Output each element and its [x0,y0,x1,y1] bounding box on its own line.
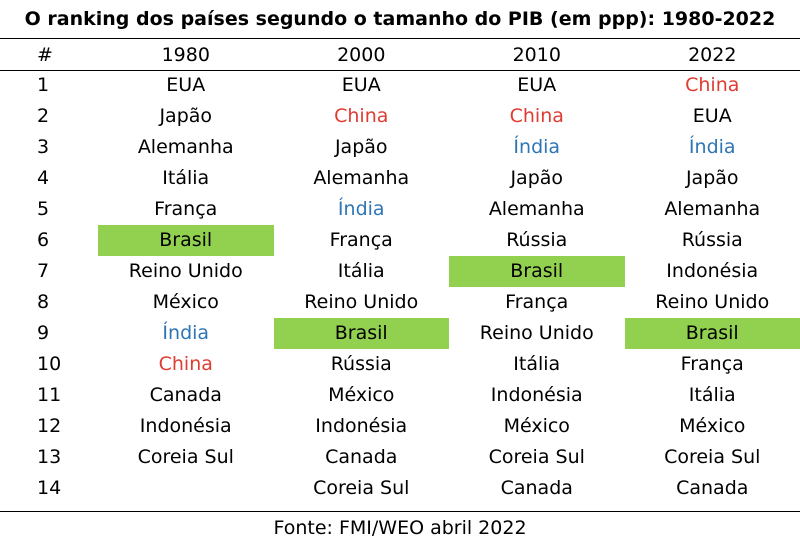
header-row: # 1980 2000 2010 2022 [0,41,800,70]
rank-cell: 10 [37,353,62,375]
country-cell: Coreia Sul [664,446,761,468]
country-cell: México [503,415,570,437]
header-rule [0,70,800,71]
rank-cell: 12 [37,415,62,437]
header-year: 2022 [688,44,737,66]
country-cell: Rússia [506,229,568,251]
rank-cell: 8 [37,291,50,313]
country-cell: Canada [325,446,398,468]
bottom-rule [0,511,800,512]
country-cell: Índia [513,136,561,158]
country-cell: Indonésia [490,384,583,406]
table-body: 1 EUA EUA EUA China 2 Japão China China EUA 3 Alema… [0,70,800,504]
country-cell: Índia [337,198,385,220]
table-row: 5 França Índia Alemanha Alemanha [0,194,800,225]
rank-cell: 2 [37,105,50,127]
country-cell: França [154,198,218,220]
country-cell: França [680,353,744,375]
country-cell: Brasil [624,318,800,349]
top-rule [0,38,800,39]
table-row: 12 Indonésia Indonésia México México [0,411,800,442]
country-cell: Japão [159,105,213,127]
country-cell: Rússia [330,353,392,375]
table-row: 10 China Rússia Itália França [0,349,800,380]
country-cell: Reino Unido [479,322,594,344]
rank-cell: 14 [37,477,62,499]
country-cell: Brasil [98,225,274,256]
table-row: 3 Alemanha Japão Índia Índia [0,132,800,163]
rank-cell: 6 [37,229,50,251]
country-cell: Itália [162,167,210,189]
rank-cell: 9 [37,322,50,344]
country-cell: Alemanha [137,136,234,158]
country-cell: Indonésia [315,415,408,437]
country-cell: China [158,353,213,375]
country-cell: EUA [517,74,557,96]
country-cell: EUA [692,105,732,127]
country-cell: Reino Unido [128,260,243,282]
country-cell: Coreia Sul [313,477,410,499]
country-cell: Rússia [681,229,743,251]
table-row: 13 Coreia Sul Canada Coreia Sul Coreia Sul [0,442,800,473]
source-note: Fonte: FMI/WEO abril 2022 [273,517,527,539]
country-cell: França [329,229,393,251]
country-cell: França [505,291,569,313]
country-cell [98,473,274,504]
table-row: 1 EUA EUA EUA China [0,70,800,101]
country-cell: Indonésia [666,260,759,282]
table-row: 14 Coreia Sul Canada Canada [0,473,800,504]
country-cell: Canada [676,477,749,499]
table-row: 6 Brasil França Rússia Rússia [0,225,800,256]
rank-cell: 4 [37,167,50,189]
rank-cell: 11 [37,384,62,406]
country-cell: Alemanha [488,198,585,220]
table-row: 2 Japão China China EUA [0,101,800,132]
country-cell: China [334,105,389,127]
country-cell: Indonésia [139,415,232,437]
country-cell: Alemanha [313,167,410,189]
country-cell: Coreia Sul [488,446,585,468]
header-year: 1980 [161,44,210,66]
country-cell: Canada [500,477,573,499]
rank-cell: 5 [37,198,50,220]
country-cell: Itália [337,260,385,282]
gdp-ranking-table: # 1980 2000 2010 2022 1 EUA EUA EUA China 2 Ja… [0,41,800,504]
country-cell: EUA [166,74,206,96]
rank-cell: 13 [37,446,62,468]
country-cell: EUA [341,74,381,96]
table-row: 11 Canada México Indonésia Itália [0,380,800,411]
rank-cell: 3 [37,136,50,158]
country-cell: Itália [688,384,736,406]
table-title: O ranking dos países segundo o tamanho d… [24,8,776,30]
country-cell: China [509,105,564,127]
country-cell: Brasil [273,318,449,349]
country-cell: México [679,415,746,437]
country-cell: Alemanha [664,198,761,220]
country-cell: Índia [688,136,736,158]
table-row: 8 México Reino Unido França Reino Unido [0,287,800,318]
country-cell: México [328,384,395,406]
country-cell: México [152,291,219,313]
country-cell: China [685,74,740,96]
country-cell: Japão [685,167,739,189]
country-cell: Coreia Sul [137,446,234,468]
header-year: 2010 [512,44,561,66]
table-row: 9 Índia Brasil Reino Unido Brasil [0,318,800,349]
rank-cell: 7 [37,260,50,282]
header-year: 2000 [337,44,386,66]
country-cell: Itália [513,353,561,375]
country-cell: Reino Unido [304,291,419,313]
country-cell: Brasil [449,256,625,287]
header-rank: # [37,44,53,66]
country-cell: Canada [149,384,222,406]
country-cell: Índia [162,322,210,344]
country-cell: Japão [334,136,388,158]
country-cell: Reino Unido [655,291,770,313]
country-cell: Japão [510,167,564,189]
rank-cell: 1 [37,74,50,96]
table-row: 7 Reino Unido Itália Brasil Indonésia [0,256,800,287]
table-row: 4 Itália Alemanha Japão Japão [0,163,800,194]
